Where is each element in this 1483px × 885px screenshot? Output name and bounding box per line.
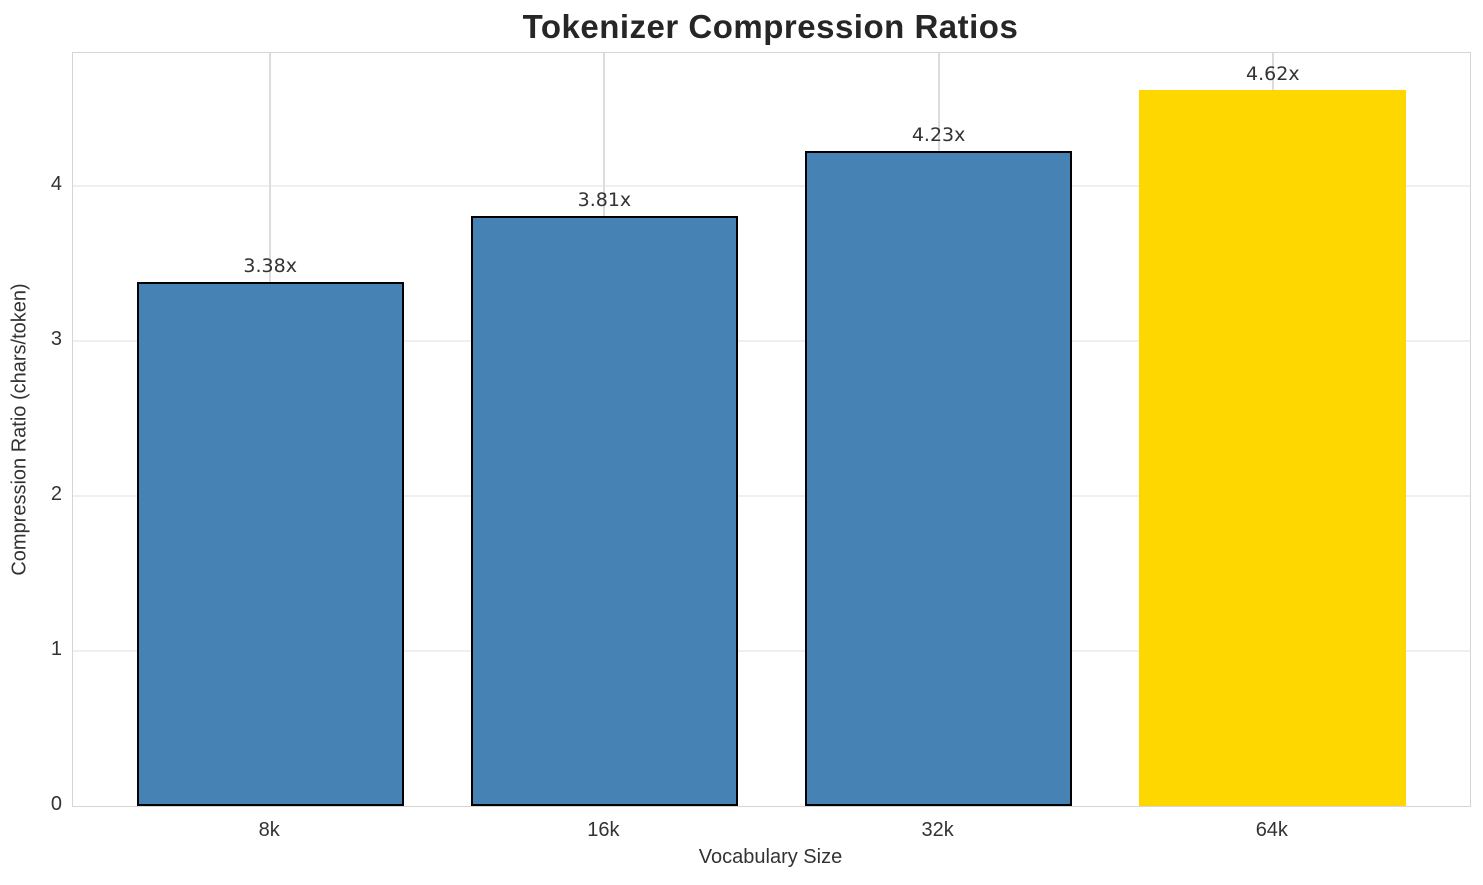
- y-gridline: [73, 185, 1470, 188]
- y-tick-label: 0: [50, 793, 62, 815]
- y-tick-label: 3: [50, 328, 62, 351]
- x-axis-label: Vocabulary Size: [698, 846, 843, 868]
- y-gridline: [73, 495, 1470, 498]
- x-tick-label: 16k: [587, 819, 620, 841]
- y-tick-label: 1: [50, 638, 62, 661]
- y-tick-label: 4: [50, 173, 62, 196]
- y-gridline: [73, 650, 1470, 653]
- bar-value-label: 4.62x: [1246, 63, 1300, 86]
- y-axis-label: Compression Ratio (chars/token): [8, 283, 31, 576]
- x-tick-label: 8k: [258, 819, 280, 841]
- bar-8k: [136, 282, 404, 806]
- y-gridline: [73, 340, 1470, 343]
- bar-value-label: 3.81x: [577, 188, 632, 211]
- bar-16k: [470, 215, 739, 806]
- bar-64k: [1139, 90, 1407, 806]
- bar-value-label: 4.23x: [911, 123, 966, 146]
- bar-value-label: 3.38x: [243, 255, 297, 278]
- chart-title: Tokenizer Compression Ratios: [522, 8, 1019, 45]
- plot-area: 3.38x 3.81x 4.23x 4.62x: [72, 52, 1471, 807]
- x-tick-label: 32k: [921, 819, 954, 841]
- bar-32k: [804, 150, 1073, 806]
- x-tick-label: 64k: [1255, 819, 1288, 841]
- y-tick-label: 2: [50, 483, 62, 506]
